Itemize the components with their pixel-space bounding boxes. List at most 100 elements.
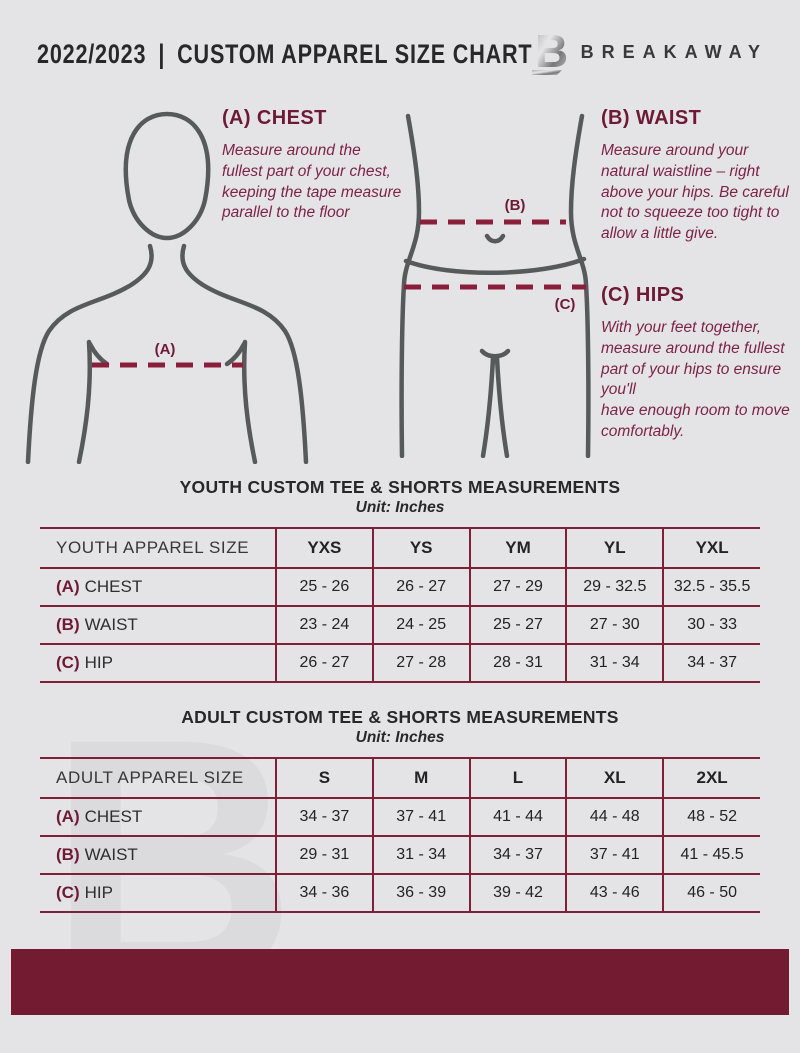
right-side-outline — [568, 113, 591, 458]
head-outline — [123, 111, 211, 241]
chest-body-text: Measure around the fullest part of your … — [222, 142, 402, 222]
waist-instructions: (B) WAIST Measure around your natural wa… — [601, 107, 795, 245]
adult-size-xl: XL — [565, 757, 664, 799]
adult-unit-label: Unit: Inches — [355, 729, 445, 746]
youth-chest-yl: 29 - 32.5 — [565, 567, 664, 607]
row-label: CHEST — [84, 807, 143, 826]
adult-waist-label-cell: (B) WAIST — [40, 835, 276, 875]
brand-name: BREAKAWAY — [580, 41, 768, 62]
row-label: WAIST — [84, 845, 138, 864]
navel-mark — [484, 233, 506, 244]
youth-hip-row: (C) HIP 26 - 27 27 - 28 28 - 31 31 - 34 3… — [40, 643, 760, 683]
left-inner-leg-line — [480, 355, 496, 458]
chest-marker-label: (A) — [155, 341, 176, 358]
youth-size-yxl: YXL — [662, 527, 760, 569]
page-title-season: 2022/2023 — [37, 39, 147, 69]
youth-size-yxs: YXS — [275, 527, 373, 569]
youth-size-ym: YM — [468, 527, 567, 569]
breakaway-logo-icon: B — [531, 27, 568, 77]
adult-hip-xl: 43 - 46 — [565, 873, 664, 913]
chest-instructions: (A) CHEST Measure around the fullest par… — [222, 107, 402, 224]
youth-hip-yxs: 26 - 27 — [275, 643, 373, 683]
adult-hip-row: (C) HIP 34 - 36 36 - 39 39 - 42 43 - 46 4… — [40, 873, 760, 913]
left-inner-arm-line — [76, 339, 93, 464]
adult-waist-xl: 37 - 41 — [565, 835, 664, 875]
crotch-curve — [479, 348, 511, 359]
adult-hip-l: 39 - 42 — [468, 873, 567, 913]
right-armpit-crease — [224, 341, 247, 367]
row-key: (C) — [56, 653, 80, 672]
logo-base-bar — [531, 70, 562, 75]
footer-bar — [11, 949, 789, 1015]
adult-waist-s: 29 - 31 — [275, 835, 373, 875]
adult-hip-m: 36 - 39 — [371, 873, 470, 913]
adult-waist-m: 31 - 34 — [371, 835, 470, 875]
adult-section-title: ADULT CUSTOM TEE & SHORTS MEASUREMENTS — [181, 707, 619, 727]
adult-chest-s: 34 - 37 — [275, 797, 373, 837]
row-key: (B) — [56, 615, 80, 634]
row-key: (B) — [56, 845, 80, 864]
youth-waist-ys: 24 - 25 — [371, 605, 470, 645]
adult-chest-m: 37 - 41 — [371, 797, 470, 837]
adult-hip-label-cell: (C) HIP — [40, 873, 276, 913]
hips-body-text: With your feet together, measure around … — [601, 319, 790, 440]
hip-curve-line — [403, 256, 587, 275]
row-key: (A) — [56, 807, 80, 826]
hips-heading: (C) HIPS — [601, 284, 685, 306]
page-title-divider: | — [158, 39, 166, 69]
youth-chest-yxs: 25 - 26 — [275, 567, 373, 607]
row-label: HIP — [84, 883, 113, 902]
waist-heading: (B) WAIST — [601, 107, 702, 129]
page-title: 2022/2023 | CUSTOM APPAREL SIZE CHART — [37, 39, 532, 70]
adult-size-m: M — [371, 757, 470, 799]
adult-chest-row: (A) CHEST 34 - 37 37 - 41 41 - 44 44 - 48… — [40, 797, 760, 837]
youth-size-header-cell: YOUTH APPAREL SIZE — [40, 527, 276, 569]
youth-hip-yxl: 34 - 37 — [662, 643, 760, 683]
youth-hip-ym: 28 - 31 — [468, 643, 567, 683]
youth-waist-yxl: 30 - 33 — [662, 605, 760, 645]
left-armpit-crease — [87, 341, 110, 367]
adult-size-header-cell: ADULT APPAREL SIZE — [40, 757, 276, 799]
adult-chest-l: 41 - 44 — [468, 797, 567, 837]
adult-size-table: ADULT APPAREL SIZE S M L XL 2XL (A) CHEST… — [40, 757, 760, 913]
adult-size-s: S — [275, 757, 373, 799]
youth-size-yl: YL — [565, 527, 664, 569]
row-label: HIP — [84, 653, 113, 672]
hip-marker-label: (C) — [555, 296, 576, 313]
youth-chest-label-cell: (A) CHEST — [40, 567, 276, 607]
youth-hip-label-cell: (C) HIP — [40, 643, 276, 683]
brand-lockup: B BREAKAWAY — [531, 27, 768, 77]
youth-waist-label-cell: (B) WAIST — [40, 605, 276, 645]
lower-body-figure: (B) (C) — [399, 113, 591, 458]
right-inner-arm-line — [241, 339, 258, 464]
youth-chest-row: (A) CHEST 25 - 26 26 - 27 27 - 29 29 - 32… — [40, 567, 760, 607]
adult-waist-2xl: 41 - 45.5 — [662, 835, 760, 875]
logo-letter: B — [535, 27, 568, 77]
right-inner-leg-line — [494, 355, 510, 458]
chest-heading: (A) CHEST — [222, 107, 327, 129]
hips-instructions: (C) HIPS With your feet together, measur… — [601, 284, 797, 443]
row-label: WAIST — [84, 615, 138, 634]
adult-header-row: ADULT APPAREL SIZE S M L XL 2XL — [40, 757, 760, 799]
adult-waist-l: 34 - 37 — [468, 835, 567, 875]
youth-chest-ys: 26 - 27 — [371, 567, 470, 607]
youth-waist-yl: 27 - 30 — [565, 605, 664, 645]
youth-chest-yxl: 32.5 - 35.5 — [662, 567, 760, 607]
adult-waist-row: (B) WAIST 29 - 31 31 - 34 34 - 37 37 - 41… — [40, 835, 760, 875]
youth-waist-ym: 25 - 27 — [468, 605, 567, 645]
left-side-outline — [399, 113, 422, 458]
adult-chest-xl: 44 - 48 — [565, 797, 664, 837]
youth-hip-yl: 31 - 34 — [565, 643, 664, 683]
right-shoulder-arm-outline — [180, 243, 309, 464]
torso-figure: (A) — [25, 111, 309, 464]
youth-section-title: YOUTH CUSTOM TEE & SHORTS MEASUREMENTS — [179, 477, 621, 497]
row-key: (A) — [56, 577, 80, 596]
waist-marker-label: (B) — [505, 197, 526, 214]
page-title-text: CUSTOM APPAREL SIZE CHART — [177, 39, 533, 69]
youth-header-row: YOUTH APPAREL SIZE YXS YS YM YL YXL — [40, 527, 760, 569]
row-key: (C) — [56, 883, 80, 902]
youth-hip-ys: 27 - 28 — [371, 643, 470, 683]
youth-size-ys: YS — [371, 527, 470, 569]
adult-hip-s: 34 - 36 — [275, 873, 373, 913]
row-label: CHEST — [84, 577, 143, 596]
